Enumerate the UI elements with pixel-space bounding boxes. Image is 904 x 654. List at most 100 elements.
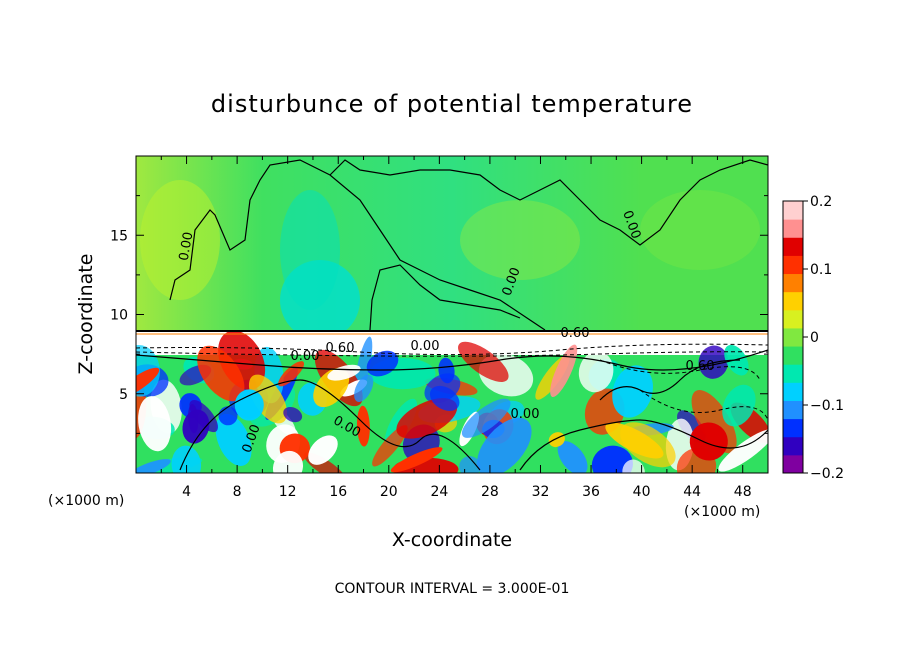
turbulent-blob: [171, 445, 202, 473]
turbulent-blob: [612, 365, 653, 418]
contour-line: [329, 159, 768, 246]
contour-label: 0.00: [177, 231, 197, 262]
colorbar-swatch: [783, 400, 803, 420]
heatmap-field: [136, 156, 768, 473]
x-tick-label: 36: [582, 484, 600, 500]
contour-labels: 0.000.600.000.60 0.000.000.000.000.600.00…: [177, 209, 715, 455]
colorbar-swatch: [783, 364, 803, 383]
colorbar-swatch: [783, 291, 803, 311]
x-ticks: 4 8 12 16 20 24 28 32 36 40 44 48: [160, 156, 752, 500]
turbulent-blob: [283, 407, 303, 423]
turbulent-blob: [458, 341, 509, 382]
turbulent-blob: [136, 367, 160, 399]
colorbar-swatch: [783, 309, 803, 329]
turbulent-blob: [308, 435, 338, 465]
warm-patch: [460, 200, 580, 280]
turbulent-blob: [354, 374, 374, 402]
y-ticks: 5 10 15: [110, 195, 768, 434]
contour-label: 0.00: [291, 349, 320, 364]
turbulent-blob: [390, 447, 443, 473]
turbulent-blob: [689, 422, 728, 461]
x-unit-left: (×1000 m): [48, 493, 124, 509]
y-axis-label: Z-coordinate: [75, 254, 97, 375]
colorbar-swatch: [783, 327, 803, 347]
x-tick-label: 8: [233, 484, 242, 500]
turbulent-blob: [356, 405, 370, 447]
contour-label: 0.60: [686, 359, 715, 374]
colorbar-swatch: [783, 382, 803, 401]
x-tick-label: 48: [734, 484, 752, 500]
contour-label: 0.60: [561, 326, 590, 341]
turbulent-blobs: [136, 330, 768, 473]
colorbar-tick-label: 0.2: [810, 194, 832, 210]
warm-patch: [640, 190, 760, 270]
turbulent-blob: [461, 398, 511, 438]
turbulent-blob: [622, 459, 645, 473]
y-tick-label: 10: [110, 308, 128, 324]
turbulent-blob: [550, 344, 578, 398]
colorbar-ticks: 0.2 0.1 0 −0.1 −0.2: [803, 194, 844, 482]
turbulent-blob: [182, 409, 210, 444]
colorbar-swatch: [783, 346, 803, 365]
x-axis-label: X-coordinate: [392, 529, 512, 551]
colorbar-swatch: [783, 273, 803, 293]
colorbar-tick-label: −0.1: [810, 398, 844, 414]
colorbar-swatch: [783, 255, 803, 275]
contour-line: [599, 359, 761, 381]
contour-line: [169, 159, 546, 331]
warm-patch: [140, 180, 220, 300]
x-tick-label: 32: [532, 484, 550, 500]
x-tick-label: 28: [481, 484, 499, 500]
colorbar-tick-label: 0.1: [810, 262, 832, 278]
colorbar-swatch: [783, 436, 803, 456]
turbulent-blob: [136, 459, 171, 473]
cool-patch: [280, 190, 340, 310]
contour-line: [599, 359, 741, 401]
x-tick-label: 12: [279, 484, 297, 500]
colorbar-swatch: [783, 201, 803, 220]
turbulent-blob: [138, 396, 172, 452]
dashed-contours: [136, 343, 768, 421]
x-tick-label: 4: [182, 484, 191, 500]
turbulent-blob: [722, 384, 756, 427]
colorbar-tick-label: 0: [810, 330, 819, 346]
turbulent-blob: [438, 357, 455, 384]
contour-line: [519, 419, 768, 471]
contour-lines: [136, 159, 768, 471]
turbulent-blob: [477, 417, 532, 473]
turbulent-blob: [372, 425, 408, 467]
contour-line: [179, 379, 481, 471]
turbulent-blob: [429, 385, 460, 411]
turbulent-blob: [591, 445, 633, 473]
turbulent-blob: [248, 374, 288, 424]
x-unit-right: (×1000 m): [684, 504, 760, 520]
turbulent-blob: [718, 429, 768, 472]
contour-line: [369, 264, 521, 331]
turbulent-blob: [327, 364, 361, 381]
colorbar-swatch: [783, 219, 803, 238]
colorbar-tick-label: −0.2: [810, 466, 844, 482]
colorbar-swatch: [783, 418, 803, 438]
x-tick-label: 20: [380, 484, 398, 500]
colorbar-swatch: [783, 237, 803, 256]
contour-interval-note: CONTOUR INTERVAL = 3.000E-01: [335, 581, 570, 597]
turbulent-blob: [234, 389, 264, 421]
x-tick-label: 44: [683, 484, 701, 500]
x-tick-label: 16: [329, 484, 347, 500]
x-tick-label: 40: [633, 484, 651, 500]
contour-line: [639, 389, 768, 421]
contour-label: 0.60: [326, 341, 355, 356]
contour-line: [136, 343, 768, 356]
chart-title: disturbunce of potential temperature: [211, 90, 693, 118]
turbulent-blob: [136, 345, 160, 397]
turbulent-blob: [215, 413, 252, 466]
turbulent-blob: [197, 345, 245, 402]
colorbar: [783, 201, 803, 474]
turbulent-blob: [557, 441, 588, 473]
contour-line: [136, 351, 768, 357]
contour-label: 0.00: [511, 407, 540, 422]
contour-line: [136, 349, 768, 371]
colorbar-swatch: [783, 454, 803, 474]
turbulent-blob: [605, 422, 664, 459]
